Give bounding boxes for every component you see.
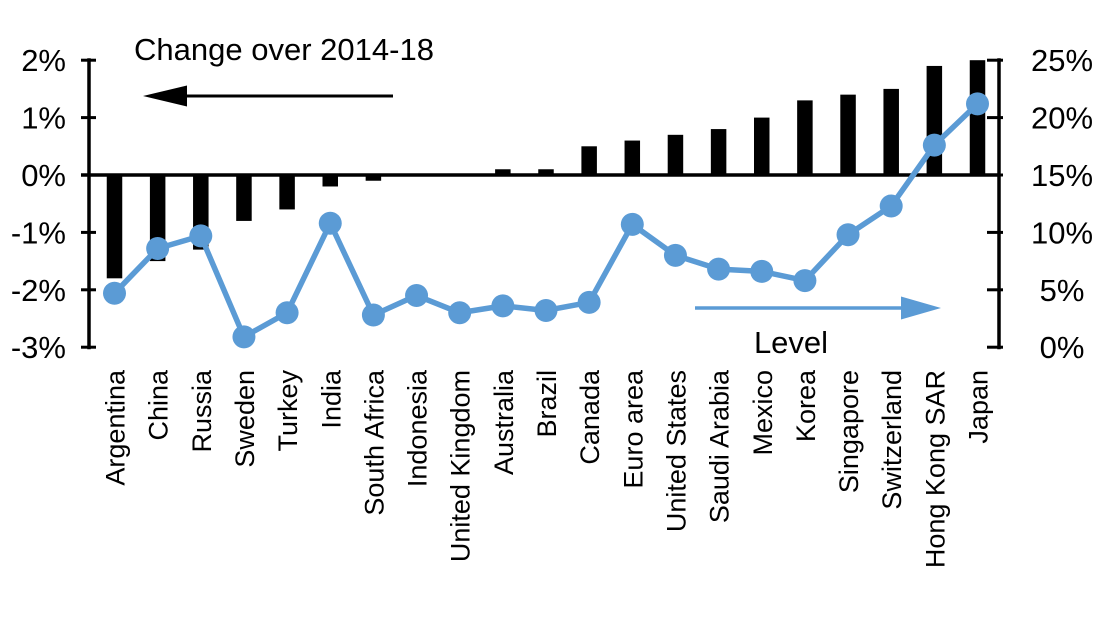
bar-south-africa: [365, 175, 382, 181]
marker-china: [146, 236, 170, 260]
marker-mexico: [750, 259, 774, 283]
left-axis-tick-label: 1%: [21, 101, 66, 136]
category-label-indonesia: Indonesia: [403, 369, 433, 487]
marker-india: [318, 211, 342, 235]
bar-india: [322, 175, 338, 187]
right-axis-tick-label: 0%: [1040, 330, 1085, 365]
bar-series-layer: [106, 60, 986, 279]
left-arrow-icon: [143, 85, 393, 107]
bar-euro-area: [624, 140, 641, 175]
marker-brazil: [534, 298, 558, 322]
bar-japan: [969, 60, 986, 176]
marker-turkey: [275, 301, 299, 325]
bar-united-states: [667, 134, 684, 175]
category-label-canada: Canada: [575, 369, 605, 465]
bar-canada: [581, 146, 597, 175]
category-label-india: India: [316, 369, 346, 429]
category-label-united-kingdom: United Kingdom: [446, 370, 476, 562]
bar-australia: [495, 169, 511, 175]
category-label-turkey: Turkey: [273, 370, 303, 452]
bar-korea: [797, 100, 813, 175]
right-arrow-icon: [695, 296, 941, 320]
category-label-south-africa: South Africa: [359, 369, 389, 516]
marker-japan: [966, 92, 989, 116]
line-series-layer: [103, 92, 989, 349]
category-label-china: China: [144, 369, 174, 441]
category-label-russia: Russia: [187, 369, 217, 453]
bar-argentina: [106, 175, 123, 279]
bar-saudi-arabia: [710, 129, 727, 175]
category-label-hong-kong-sar: Hong Kong SAR: [920, 370, 950, 568]
category-label-singapore: Singapore: [834, 370, 864, 493]
marker-korea: [793, 269, 817, 293]
tick-label-layer: 2% 1% 0% -1% -2% -3% 25% 20% 15% 10% 5% 0%: [11, 43, 1093, 365]
marker-australia: [491, 294, 515, 318]
left-axis-tick-label: -3%: [11, 330, 66, 365]
left-axis-tick-label: -1%: [11, 215, 66, 250]
marker-united-states: [663, 243, 687, 267]
marker-hong-kong-sar: [922, 133, 946, 157]
left-axis-tick-label: 2%: [21, 43, 66, 78]
category-label-united-states: United States: [661, 370, 691, 532]
marker-south-africa: [361, 303, 385, 327]
bar-mexico: [754, 117, 770, 175]
marker-sweden: [232, 325, 256, 349]
category-label-sweden: Sweden: [230, 370, 260, 468]
marker-russia: [189, 224, 213, 248]
category-label-brazil: Brazil: [532, 370, 562, 438]
marker-argentina: [103, 281, 126, 305]
category-label-japan: Japan: [964, 370, 994, 444]
marker-switzerland: [879, 194, 903, 218]
marker-canada: [577, 290, 601, 314]
right-axis-tick-label: 10%: [1031, 215, 1093, 250]
right-axis-tick-label: 25%: [1031, 43, 1093, 78]
marker-indonesia: [405, 284, 429, 308]
marker-united-kingdom: [448, 301, 472, 325]
marker-saudi-arabia: [707, 257, 731, 281]
right-axis-tick-label: 15%: [1031, 158, 1093, 193]
category-label-saudi-arabia: Saudi Arabia: [705, 369, 735, 523]
marker-euro-area: [620, 212, 644, 236]
bar-hong-kong-sar: [926, 65, 943, 175]
right-axis-tick-label: 5%: [1040, 273, 1085, 308]
marker-singapore: [836, 223, 860, 247]
category-label-euro-area: Euro area: [618, 369, 648, 489]
category-label-australia: Australia: [489, 369, 519, 475]
line-series-annotation: Level: [754, 325, 828, 360]
category-label-mexico: Mexico: [748, 370, 778, 456]
bar-switzerland: [883, 88, 899, 175]
bar-turkey: [279, 175, 295, 210]
left-axis-tick-label: 0%: [21, 158, 66, 193]
bar-sweden: [236, 175, 252, 221]
bar-singapore: [840, 94, 856, 175]
category-label-switzerland: Switzerland: [877, 370, 907, 510]
category-label-layer: Argentina China Russia Sweden Turkey India Sou…: [101, 369, 994, 568]
left-axis-tick-label: -2%: [11, 273, 66, 308]
right-axis-tick-label: 20%: [1031, 101, 1093, 136]
category-label-argentina: Argentina: [101, 369, 131, 486]
bar-series-annotation: Change over 2014-18: [134, 32, 434, 67]
bar-brazil: [538, 169, 554, 175]
category-label-korea: Korea: [791, 369, 821, 442]
